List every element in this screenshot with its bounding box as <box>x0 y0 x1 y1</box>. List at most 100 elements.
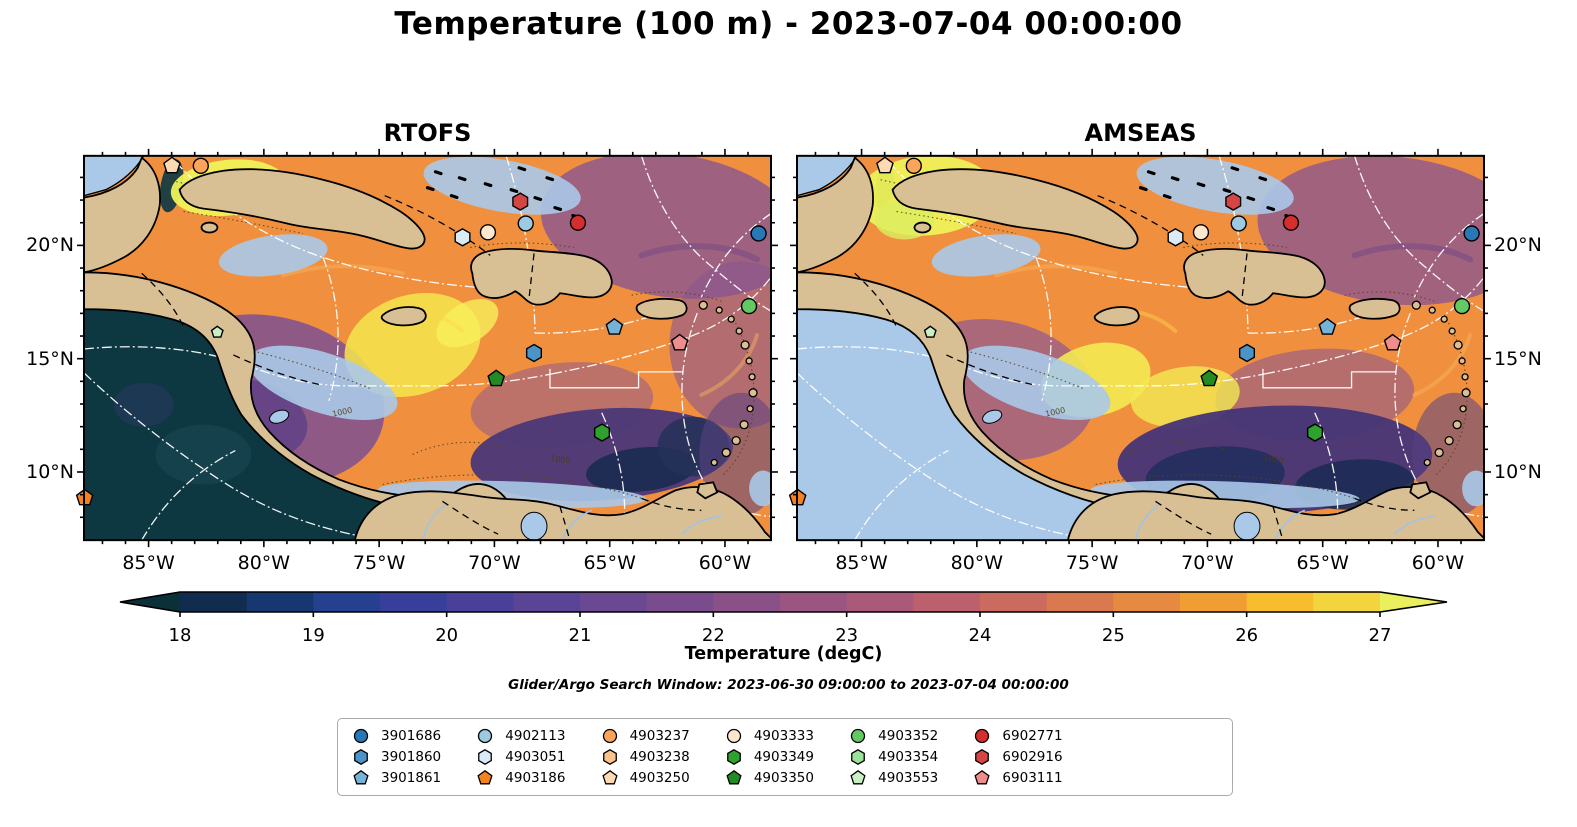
colorbar-segment <box>513 592 581 612</box>
hexagon-marker-icon <box>602 749 617 765</box>
station-marker-4903352-amseas[interactable] <box>1453 297 1471 315</box>
legend-station-id: 4903237 <box>629 727 690 744</box>
colorbar-tick-label: 21 <box>568 625 592 646</box>
lat-tick-label: 15°N <box>26 347 74 370</box>
station-markers <box>75 156 767 506</box>
legend-item-4902113[interactable]: 4902113 <box>476 725 600 746</box>
station-marker-4902113-amseas[interactable] <box>1230 215 1247 232</box>
lake-nicaragua <box>269 409 290 424</box>
legend-station-id: 4903051 <box>505 748 566 765</box>
legend-station-id: 4903333 <box>753 727 814 744</box>
colorbar-segment <box>380 592 448 612</box>
colorbar-under-arrow <box>120 592 180 612</box>
pentagon-marker-icon <box>353 770 369 785</box>
station-marker-4903349-rtofs[interactable] <box>593 423 611 442</box>
lake-maracaibo <box>520 511 548 541</box>
station-marker-3901861-rtofs[interactable] <box>605 317 624 335</box>
circle-marker-icon <box>353 728 369 743</box>
station-marker-3901860-amseas[interactable] <box>1238 343 1256 363</box>
legend-item-4903333[interactable]: 4903333 <box>725 725 849 746</box>
legend-item-3901860[interactable]: 3901860 <box>352 746 476 767</box>
map-frame <box>796 154 1485 542</box>
lat-tick-label: 15°N <box>1494 347 1542 370</box>
station-marker-4903350-rtofs[interactable] <box>487 369 506 387</box>
station-marker-4903352-rtofs[interactable] <box>740 297 758 315</box>
station-marker-4903349-amseas[interactable] <box>1306 423 1324 442</box>
pentagon-marker-icon <box>974 770 991 785</box>
circle-marker-icon <box>726 728 741 743</box>
legend-station-id: 6902771 <box>1002 727 1063 744</box>
legend-item-6902771[interactable]: 6902771 <box>973 725 1097 746</box>
rivers <box>1134 503 1435 541</box>
station-marker-4903250-amseas[interactable] <box>876 156 894 174</box>
colorbar-segment <box>1246 592 1314 612</box>
station-marker-4903333-rtofs[interactable] <box>479 224 497 241</box>
station-marker-6902771-amseas[interactable] <box>1282 214 1300 231</box>
station-markers <box>788 156 1480 506</box>
station-marker-4903051-rtofs[interactable] <box>454 228 471 247</box>
axis-ticks <box>77 148 778 548</box>
station-marker-4903333-amseas[interactable] <box>1192 224 1210 241</box>
station-marker-4903553-amseas[interactable] <box>923 325 937 338</box>
station-marker-6902771-rtofs[interactable] <box>569 214 587 231</box>
legend-item-4903350[interactable]: 4903350 <box>725 768 849 789</box>
station-marker-6903111-rtofs[interactable] <box>670 333 689 351</box>
legend-station-id: 6903111 <box>1002 770 1063 787</box>
station-marker-4903250-rtofs[interactable] <box>163 156 181 174</box>
figure-title: Temperature (100 m) - 2023-07-04 00:00:0… <box>394 6 1183 42</box>
station-marker-6902916-rtofs[interactable] <box>512 192 529 211</box>
colorbar-tick-label: 18 <box>168 625 192 646</box>
colorbar-tick-label: 25 <box>1101 625 1125 646</box>
map-rtofs[interactable]: 1000 1000 <box>75 148 778 548</box>
legend-station-id: 3901861 <box>381 770 442 787</box>
legend-item-4903349[interactable]: 4903349 <box>725 746 849 767</box>
station-marker-3901860-rtofs[interactable] <box>525 343 543 363</box>
eez-boundaries-solid <box>1262 368 1397 389</box>
station-marker-4903553-rtofs[interactable] <box>210 325 224 338</box>
hexagon-marker-icon <box>851 749 866 765</box>
rivers <box>421 503 722 541</box>
legend-item-4903250[interactable]: 4903250 <box>601 768 725 789</box>
legend-station-id: 4903349 <box>753 748 814 765</box>
station-marker-4902113-rtofs[interactable] <box>517 215 534 232</box>
dashed-boundaries <box>141 195 702 541</box>
lon-tick-label: 80°W <box>950 552 1004 574</box>
legend-item-4903237[interactable]: 4903237 <box>601 725 725 746</box>
legend-item-3901686[interactable]: 3901686 <box>352 725 476 746</box>
legend-item-6903111[interactable]: 6903111 <box>973 768 1097 789</box>
depth-contour-label: 1000 <box>331 406 353 419</box>
legend-item-4903354[interactable]: 4903354 <box>849 746 973 767</box>
station-marker-4903237-amseas[interactable] <box>905 157 922 174</box>
station-marker-6902916-amseas[interactable] <box>1225 192 1242 211</box>
station-marker-3901861-amseas[interactable] <box>1318 317 1337 335</box>
legend-item-4903352[interactable]: 4903352 <box>849 725 973 746</box>
legend-item-4903051[interactable]: 4903051 <box>476 746 600 767</box>
colorbar: 18 19 20 21 22 23 24 25 26 27 <box>117 591 1450 646</box>
station-marker-4903051-amseas[interactable] <box>1167 228 1184 247</box>
station-marker-4903237-rtofs[interactable] <box>192 157 209 174</box>
eez-boundaries-solid <box>549 368 684 389</box>
station-marker-3901686-rtofs[interactable] <box>750 225 767 242</box>
depth-contours <box>880 179 1468 505</box>
map-canvas-amseas: 1000 1000 <box>797 155 1484 541</box>
hexagon-marker-icon <box>478 749 493 765</box>
colorbar-segment <box>646 592 714 612</box>
depth-contour-label: 1000 <box>1263 454 1284 466</box>
legend-item-3901861[interactable]: 3901861 <box>352 768 476 789</box>
pentagon-marker-icon <box>601 770 618 785</box>
colorbar-segment <box>980 592 1048 612</box>
legend-item-6902916[interactable]: 6902916 <box>973 746 1097 767</box>
legend-item-4903553[interactable]: 4903553 <box>849 768 973 789</box>
hexagon-marker-icon <box>975 749 990 765</box>
station-marker-6903111-amseas[interactable] <box>1383 333 1402 351</box>
colorbar-segment <box>446 592 514 612</box>
station-marker-3901686-amseas[interactable] <box>1463 225 1480 242</box>
map-amseas[interactable]: 1000 1000 <box>788 148 1491 548</box>
dashed-boundaries <box>854 195 1415 541</box>
depth-contour-label: 1000 <box>1044 406 1066 419</box>
legend-item-4903238[interactable]: 4903238 <box>601 746 725 767</box>
station-marker-4903350-amseas[interactable] <box>1200 369 1219 387</box>
depth-contour-label: 1000 <box>550 454 571 466</box>
legend-item-4903186[interactable]: 4903186 <box>476 768 600 789</box>
colorbar-tick-label: 22 <box>701 625 725 646</box>
